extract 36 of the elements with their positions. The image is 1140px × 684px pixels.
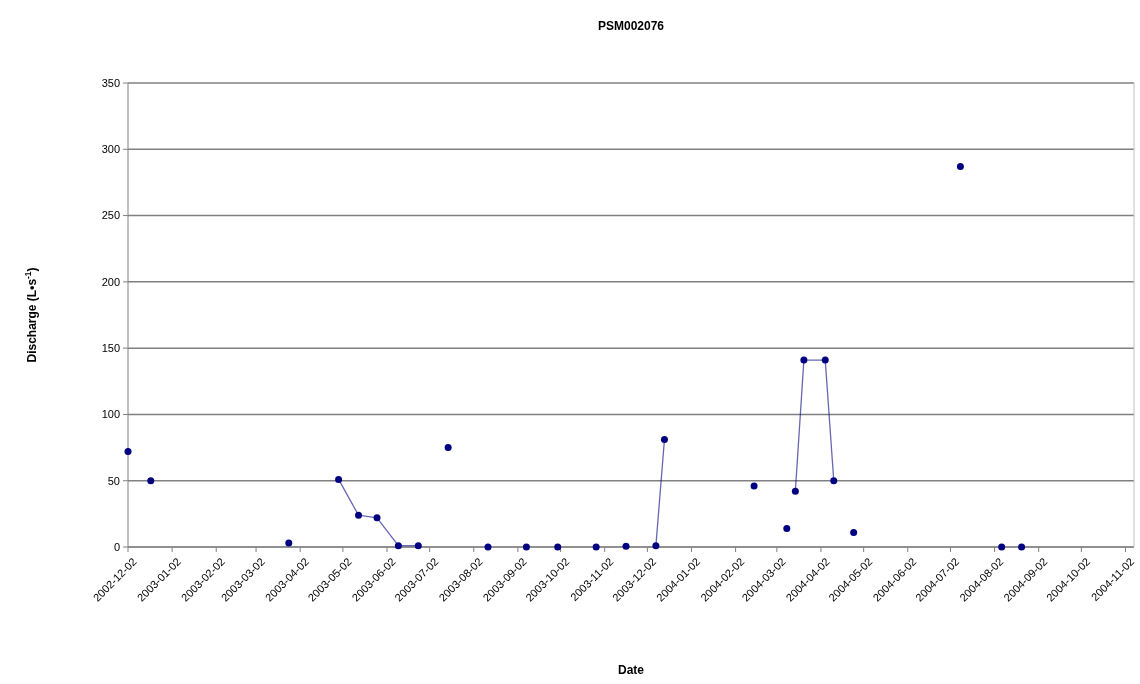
point — [522, 543, 530, 551]
y-tick-label: 200 — [101, 275, 120, 288]
point — [147, 477, 155, 485]
y-tick-label: 250 — [101, 209, 120, 222]
point — [285, 539, 293, 547]
point — [821, 356, 829, 364]
point — [660, 436, 668, 444]
y-tick-label: 150 — [101, 341, 120, 354]
point — [830, 477, 838, 485]
y-tick-label: 100 — [101, 408, 120, 421]
point — [355, 511, 363, 519]
point — [554, 543, 562, 551]
point — [124, 448, 132, 456]
point — [998, 543, 1006, 551]
x-axis-title: Date — [617, 663, 645, 677]
point — [956, 163, 964, 171]
point — [750, 482, 758, 490]
point — [444, 444, 452, 452]
chart-title: PSM002076 — [597, 19, 665, 33]
point — [484, 543, 492, 551]
y-tick-label: 0 — [113, 540, 120, 553]
point — [1018, 543, 1026, 551]
point — [800, 356, 808, 364]
y-tick-label: 350 — [101, 76, 120, 89]
y-tick-label: 50 — [107, 474, 120, 487]
point — [791, 487, 799, 495]
point — [592, 543, 600, 551]
point — [652, 542, 660, 550]
point — [394, 542, 402, 550]
point — [783, 524, 791, 532]
point — [373, 514, 381, 522]
point — [622, 542, 630, 550]
point — [335, 475, 343, 483]
point — [850, 528, 858, 536]
point — [414, 542, 422, 550]
y-tick-label: 300 — [101, 143, 120, 156]
